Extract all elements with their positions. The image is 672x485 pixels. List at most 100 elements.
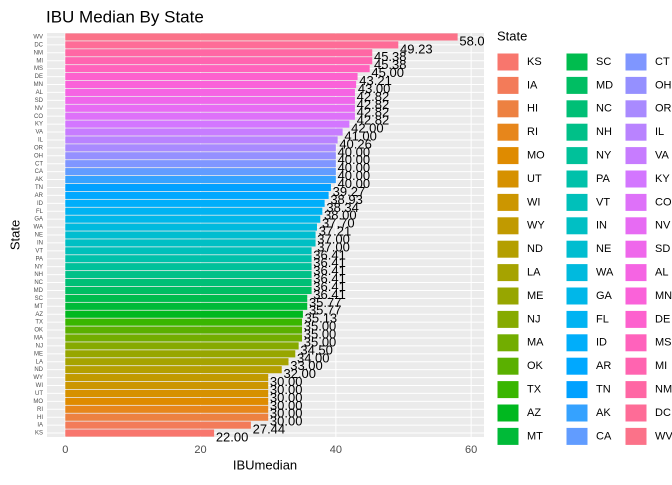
legend-label: SC — [596, 56, 611, 68]
value-label: 35.00 — [304, 334, 337, 349]
value-label: 37.70 — [322, 216, 355, 231]
value-label: 30.00 — [270, 374, 303, 389]
legend-label: MT — [527, 430, 543, 442]
bar — [65, 366, 282, 374]
legend-label: OK — [527, 360, 544, 372]
bar — [65, 65, 370, 73]
x-tick-label: 60 — [465, 444, 477, 456]
legend-label: KY — [655, 173, 670, 185]
legend-key — [496, 216, 520, 236]
bar — [65, 215, 321, 223]
value-label: 45.38 — [374, 49, 407, 64]
bar — [65, 168, 336, 176]
y-tick-label: MS — [34, 66, 43, 72]
legend-label: ID — [596, 337, 607, 349]
bar — [65, 144, 336, 152]
y-tick-label: DE — [35, 74, 43, 80]
legend-key — [496, 169, 520, 189]
value-label: 40.00 — [338, 152, 371, 167]
bar — [65, 88, 355, 96]
bar — [65, 318, 303, 326]
bar — [65, 207, 323, 215]
legend-label: MS — [655, 337, 672, 349]
value-label: 38.34 — [326, 200, 359, 215]
legend-key — [565, 239, 589, 259]
legend-key — [565, 333, 589, 353]
bar — [65, 278, 312, 287]
value-label: 30.00 — [270, 414, 303, 429]
legend-key — [565, 52, 589, 72]
legend-key — [624, 192, 648, 212]
y-tick-label: AR — [35, 193, 44, 199]
y-tick-label: NY — [35, 264, 43, 270]
legend-key — [624, 239, 648, 259]
legend-label: AZ — [527, 407, 541, 419]
legend-label: WI — [527, 196, 540, 208]
legend-key — [496, 192, 520, 212]
y-tick-label: WV — [33, 35, 43, 41]
y-tick-label: UT — [35, 391, 43, 397]
legend-key — [624, 356, 648, 376]
value-label: 38.00 — [324, 208, 357, 223]
legend-key — [496, 333, 520, 353]
legend-label: NE — [596, 243, 611, 255]
y-tick-label: MO — [33, 399, 43, 405]
value-label: 40.00 — [338, 168, 371, 183]
bar — [65, 263, 312, 271]
value-label: 58.00 — [459, 33, 492, 48]
value-label: 30.00 — [270, 398, 303, 413]
y-tick-label: OK — [34, 328, 43, 334]
bar — [65, 183, 331, 192]
value-label: 34.00 — [297, 350, 330, 365]
value-label: 42.82 — [357, 113, 390, 128]
value-label: 36.41 — [313, 255, 346, 270]
legend-key — [565, 169, 589, 189]
y-tick-label: TX — [35, 320, 43, 326]
legend-label: OH — [655, 79, 672, 91]
y-tick-label: ME — [34, 351, 43, 357]
y-tick-label: ID — [37, 201, 44, 207]
legend-label: ND — [527, 243, 543, 255]
legend-key — [624, 426, 648, 446]
legend-label: NV — [655, 220, 671, 232]
legend-label: NJ — [527, 313, 540, 325]
legend-key — [565, 309, 589, 329]
legend-label: TN — [596, 384, 611, 396]
y-tick-label: SD — [35, 98, 44, 104]
legend-key — [496, 146, 520, 166]
value-label: 43.00 — [358, 81, 391, 96]
bar — [65, 429, 215, 437]
legend-label: ME — [527, 290, 544, 302]
bar — [65, 397, 269, 405]
bar — [65, 104, 355, 112]
y-tick-label: GA — [34, 217, 43, 223]
legend-label: VT — [596, 196, 610, 208]
legend-label: HI — [527, 103, 538, 115]
legend-label: GA — [596, 290, 613, 302]
y-tick-label: NE — [35, 233, 43, 239]
y-tick-label: MA — [34, 336, 43, 342]
value-label: 45.00 — [371, 65, 404, 80]
legend-key — [624, 403, 648, 423]
value-label: 32.00 — [283, 366, 316, 381]
bar — [65, 247, 312, 255]
legend-label: WY — [527, 220, 545, 232]
legend-label: KS — [527, 56, 542, 68]
value-label: 37.00 — [317, 239, 350, 254]
plot-area: 22.0027.4430.0030.0030.0030.0030.0030.00… — [47, 33, 492, 444]
bar — [65, 191, 329, 199]
bar — [65, 49, 373, 57]
legend-key — [565, 75, 589, 95]
x-axis-title: IBUmedian — [233, 457, 297, 472]
value-label: 39.27 — [333, 184, 366, 199]
y-tick-label: AZ — [35, 312, 43, 318]
y-tick-label: MN — [34, 82, 43, 88]
legend-label: PA — [596, 173, 611, 185]
value-label: 35.77 — [309, 303, 342, 318]
legend-label: AR — [596, 360, 611, 372]
y-tick-label: CT — [35, 161, 43, 167]
chart-title: IBU Median By State — [46, 7, 204, 26]
legend-label: AK — [596, 407, 611, 419]
bar — [65, 302, 308, 310]
legend-key — [496, 52, 520, 72]
